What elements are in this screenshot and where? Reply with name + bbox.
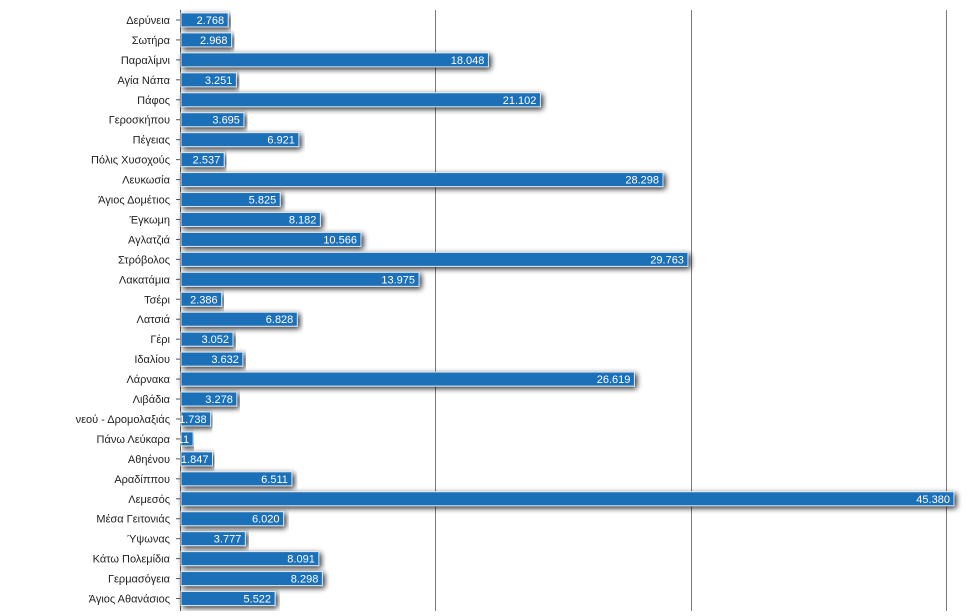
category-label: Γεροσκήπου [109, 115, 170, 127]
category-label: Παραλίμνι [121, 55, 171, 67]
category-label: Άγιος Αθανάσιος [89, 594, 170, 606]
bar [180, 152, 225, 168]
value-label: 5.825 [249, 195, 277, 207]
bar [180, 72, 237, 88]
value-label: 3.052 [201, 334, 229, 346]
value-label: 6.828 [266, 314, 294, 326]
value-label: 711 [172, 434, 190, 446]
category-label: Πάνω Λεύκαρα [97, 434, 171, 446]
value-label: 18.048 [451, 55, 485, 67]
value-label: 8.091 [287, 554, 315, 566]
value-label: 8.182 [289, 214, 317, 226]
category-label: Λευκωσία [122, 175, 170, 187]
value-label: 5.522 [244, 594, 272, 606]
bar [180, 92, 541, 108]
category-label: Έγκωμη [128, 214, 170, 226]
value-label: 21.102 [503, 95, 537, 107]
value-label: 10.566 [323, 234, 357, 246]
value-label: 8.298 [291, 574, 319, 586]
bar [180, 251, 689, 267]
category-label: Αραδίππου [114, 474, 170, 486]
category-label: Αθηένου [128, 454, 170, 466]
bar [180, 231, 362, 247]
bar [180, 411, 212, 427]
value-label: 6.020 [252, 514, 280, 526]
category-label: Λιβάδια [133, 394, 171, 406]
category-label: Αγλατζιά [128, 234, 171, 246]
category-label: Γέρι [150, 334, 170, 346]
bar [180, 551, 320, 567]
category-labels: Δερύνεια Σωτήρα Παραλίμνι Αγία Νάπα Πάφος Γερ… [76, 15, 171, 606]
category-label: Λεμεσός [128, 494, 170, 506]
category-label: Πόλις Χυσοχούς [91, 155, 170, 167]
category-label: Αγία Νάπα [117, 75, 170, 87]
category-label: Μέσα Γειτονιάς [96, 514, 170, 526]
value-label: 26.619 [597, 374, 631, 386]
category-label: Σωτήρα [132, 35, 171, 47]
bar [180, 132, 300, 148]
category-label: Ύψωνας [127, 534, 170, 546]
category-label: Λατσιά [137, 314, 171, 326]
value-label: 45.380 [916, 494, 950, 506]
bar [180, 331, 234, 347]
category-label: Στρόβολος [118, 254, 170, 266]
bar [180, 451, 213, 467]
bars: 2.768 2.968 18.048 3.251 21.102 3.695 6.921 2.5… [172, 12, 955, 607]
value-label: 28.298 [625, 175, 659, 187]
bar [180, 112, 245, 128]
bar [180, 491, 955, 507]
value-label: 2.386 [190, 294, 218, 306]
value-label: 2.968 [200, 35, 228, 47]
bar [180, 511, 285, 527]
bar [180, 192, 281, 208]
bar [180, 291, 223, 307]
category-label: Λακατάμια [119, 274, 171, 286]
y-axis [176, 10, 181, 611]
bar [180, 271, 420, 287]
value-label: 1.847 [181, 454, 209, 466]
value-label: 29.763 [650, 254, 684, 266]
value-label: 3.632 [211, 354, 239, 366]
bar [180, 32, 233, 48]
value-label: 2.537 [193, 155, 221, 167]
value-label: 3.695 [212, 115, 240, 127]
bar [180, 571, 323, 587]
value-label: 3.278 [205, 394, 233, 406]
value-label: 13.975 [381, 274, 415, 286]
category-label: Δερύνεια [126, 15, 170, 27]
category-label: Γερμασόγεια [108, 574, 171, 586]
value-label: 3.777 [214, 534, 242, 546]
bar [180, 211, 321, 227]
bar [180, 12, 229, 28]
category-label: Κάτω Πολεμίδια [93, 554, 171, 566]
bar [180, 391, 238, 407]
category-label: Άγιος Δομέτιος [98, 195, 170, 207]
value-label: 2.768 [197, 15, 225, 27]
category-label: Λάρνακα [126, 374, 170, 386]
value-label: 3.251 [205, 75, 233, 87]
category-label: Ιδαλίου [134, 354, 170, 366]
bar [180, 471, 293, 487]
gridlines [435, 10, 947, 611]
bar [180, 431, 194, 447]
value-label: 6.921 [267, 135, 295, 147]
category-label: Πέγειας [133, 135, 170, 147]
category-label: Τσέρι [144, 294, 170, 306]
category-label: νεού - Δρομολαξιάς [76, 414, 170, 426]
bar [180, 531, 246, 547]
value-label: 1.738 [179, 414, 207, 426]
bar [180, 591, 276, 607]
bar [180, 351, 244, 367]
value-label: 6.511 [261, 474, 288, 486]
bar [180, 172, 664, 188]
category-label: Πάφος [137, 95, 170, 107]
bar [180, 311, 298, 327]
bar [180, 52, 489, 68]
bar [180, 371, 635, 387]
